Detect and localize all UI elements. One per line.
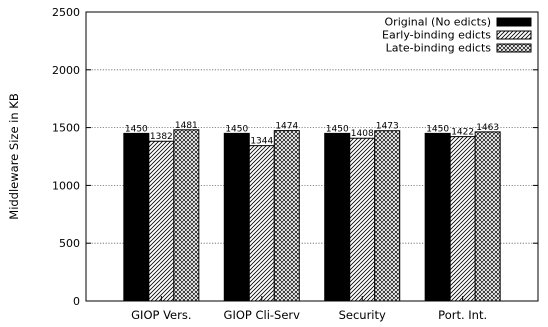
x-axis-labels: GIOP Vers. GIOP Cli-Serv Security Port. Int…	[131, 296, 487, 322]
bar	[374, 130, 401, 302]
bar	[173, 129, 200, 302]
bars	[123, 129, 501, 302]
x-tick-label: GIOP Cli-Serv	[224, 308, 301, 322]
legend-label: Early-binding edicts	[382, 29, 491, 42]
bar	[324, 132, 351, 302]
x-tick-label: Security	[339, 308, 386, 322]
data-label: 1474	[275, 122, 298, 132]
bar	[248, 145, 275, 302]
data-label: 1450	[225, 124, 248, 134]
x-tick-label: GIOP Vers.	[131, 308, 191, 322]
y-tick-label: 2000	[52, 64, 80, 77]
data-label: 1422	[451, 128, 474, 138]
bar	[424, 132, 451, 302]
bar	[349, 137, 376, 302]
data-label: 1344	[250, 137, 273, 147]
legend-label: Late-binding edicts	[386, 42, 492, 55]
y-tick-label: 1000	[52, 179, 80, 192]
bar	[474, 131, 501, 302]
legend-swatch	[496, 43, 532, 53]
legend-swatch	[496, 17, 532, 27]
legend: Original (No edicts)Early-binding edicts…	[382, 16, 532, 55]
data-label: 1450	[326, 124, 349, 134]
y-axis-ticks: 0 500 1000 1500 2000 2500	[52, 6, 538, 308]
data-label: 1450	[125, 124, 148, 134]
data-label: 1481	[175, 121, 198, 131]
bar	[449, 136, 476, 302]
bar	[148, 140, 175, 302]
data-label: 1382	[150, 132, 173, 142]
data-label: 1473	[376, 122, 399, 132]
plot-frame	[85, 11, 539, 302]
legend-label: Original (No edicts)	[385, 16, 491, 29]
y-axis-title: Middleware Size in KB	[7, 93, 21, 220]
data-label: 1408	[351, 129, 374, 139]
bar	[223, 132, 250, 302]
y-tick-label: 2500	[52, 6, 80, 19]
bar	[273, 130, 300, 302]
y-tick-label: 500	[59, 237, 80, 250]
data-label: 1450	[426, 124, 449, 134]
legend-swatch	[496, 30, 532, 40]
y-tick-label: 1500	[52, 122, 80, 135]
y-tick-label: 0	[73, 295, 80, 308]
x-tick-label: Port. Int.	[438, 308, 487, 322]
data-label: 1463	[476, 123, 499, 133]
bar	[123, 132, 150, 302]
